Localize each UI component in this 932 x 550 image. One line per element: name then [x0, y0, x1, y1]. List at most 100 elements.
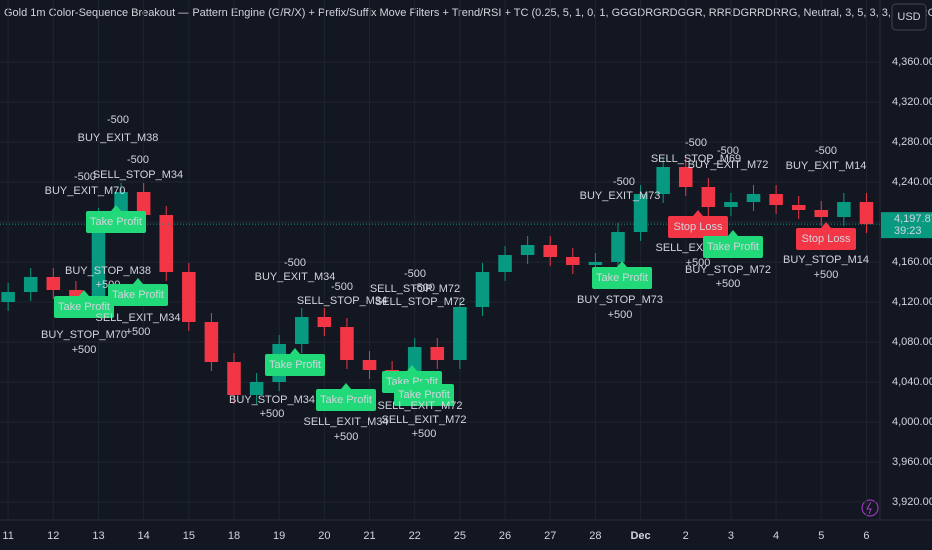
candle-body [475, 272, 490, 307]
trade-label: +500 [334, 431, 359, 443]
trade-label: SELL_EXIT_M34 [96, 312, 181, 324]
trade-label: -500 [404, 268, 426, 280]
trade-label: -500 [284, 257, 306, 269]
trade-label: -500 [127, 154, 149, 166]
y-tick-label: 4,240.00 [892, 176, 932, 188]
trade-label: -500 [107, 114, 129, 126]
x-tick-label: 13 [92, 530, 104, 542]
signal-text: Stop Loss [802, 233, 851, 245]
signal-pointer [617, 261, 627, 267]
y-tick-label: 4,320.00 [892, 96, 932, 108]
alert-icon[interactable] [861, 499, 879, 517]
trade-label: SELL_STOP_M69 [651, 153, 741, 165]
trade-label: -500 [717, 145, 739, 157]
signal-box [316, 389, 376, 411]
last-price-label: 4,197.87 [894, 213, 932, 225]
trade-label: -500 [74, 171, 96, 183]
candle-body [159, 215, 174, 272]
x-tick-label: 27 [544, 530, 556, 542]
candle-body [656, 167, 670, 194]
candle-body [136, 192, 151, 215]
currency-label[interactable]: USD [897, 11, 920, 23]
x-tick-label: 3 [728, 530, 734, 542]
alert-bolt [866, 501, 872, 515]
trade-label: +500 [814, 269, 839, 281]
x-tick-label: 4 [773, 530, 779, 542]
y-tick-label: 4,000.00 [892, 416, 932, 428]
signal-text: Take Profit [320, 394, 372, 406]
candle-body [204, 322, 219, 362]
trade-label: -500 [331, 281, 353, 293]
x-tick-label: 18 [228, 530, 240, 542]
y-tick-label: 3,920.00 [892, 496, 932, 508]
y-tick-label: 4,280.00 [892, 136, 932, 148]
candle-body [769, 194, 783, 205]
currency-button[interactable] [891, 3, 927, 31]
candle-body [837, 202, 851, 217]
signal-pointer [821, 222, 831, 228]
signal-text: Take Profit [90, 216, 142, 228]
trade-label: BUY_EXIT_M38 [78, 132, 159, 144]
candle-body [678, 167, 693, 187]
x-tick-label: 6 [863, 530, 869, 542]
x-tick-label: 25 [454, 530, 466, 542]
x-tick-label: 2 [683, 530, 689, 542]
signal-box [796, 228, 856, 250]
y-tick-label: 4,160.00 [892, 256, 932, 268]
signal-pointer [728, 230, 738, 236]
candle-body [249, 382, 264, 395]
candle-body [340, 327, 354, 360]
trade-label: +500 [126, 326, 151, 338]
trade-label: +500 [412, 428, 437, 440]
trade-label: BUY_STOP_M73 [577, 294, 663, 306]
trade-label: +500 [608, 309, 633, 321]
signal-text: Take Profit [112, 289, 164, 301]
candle-body [362, 360, 377, 370]
signal-pointer [133, 278, 143, 284]
last-price-box [881, 212, 932, 239]
candle-body [611, 232, 625, 262]
signal-pointer [419, 378, 429, 384]
candle-body [23, 277, 38, 292]
signal-pointer [693, 210, 703, 216]
trade-label: BUY_EXIT_M73 [580, 190, 661, 202]
candle-body [746, 194, 761, 202]
trade-label: BUY_STOP_M72 [685, 264, 771, 276]
signal-pointer [290, 348, 300, 354]
y-tick-label: 4,040.00 [892, 376, 932, 388]
trade-label: BUY_STOP_M70 [41, 329, 127, 341]
signal-pointer [341, 383, 351, 389]
y-tick-label: 4,080.00 [892, 336, 932, 348]
trade-label: SELL_STOP_M72 [370, 283, 460, 295]
signal-pointer [111, 205, 121, 211]
candle-body [633, 194, 648, 232]
trade-label: BUY_EXIT_M34 [255, 271, 336, 283]
signal-text: Take Profit [269, 359, 321, 371]
trade-label: BUY_STOP_M34 [229, 394, 315, 406]
trade-label: SELL_EXIT_M72 [382, 414, 467, 426]
signal-box [394, 384, 454, 406]
trade-label: BUY_STOP_M14 [783, 254, 869, 266]
candle-body [498, 255, 512, 272]
x-tick-label: 19 [273, 530, 285, 542]
signal-text: Take Profit [398, 389, 450, 401]
signal-box [703, 236, 763, 258]
trade-label: SELL_EXIT_M34 [304, 416, 389, 428]
candle-body [588, 262, 603, 265]
trade-label: SELL_STOP_M72 [375, 296, 465, 308]
x-tick-label: 15 [183, 530, 195, 542]
x-tick-label: 28 [589, 530, 601, 542]
trade-label: SELL_STOP_M34 [93, 169, 183, 181]
x-tick-label: 11 [2, 530, 13, 542]
trade-label: +500 [72, 344, 97, 356]
trade-label: +500 [260, 408, 285, 420]
signal-box [592, 267, 652, 289]
trade-label: SELL_STOP_M34 [297, 295, 387, 307]
trade-label: +500 [716, 278, 741, 290]
trade-label: -500 [685, 137, 707, 149]
trade-label: -500 [413, 282, 435, 294]
y-tick-label: 4,120.00 [892, 296, 932, 308]
